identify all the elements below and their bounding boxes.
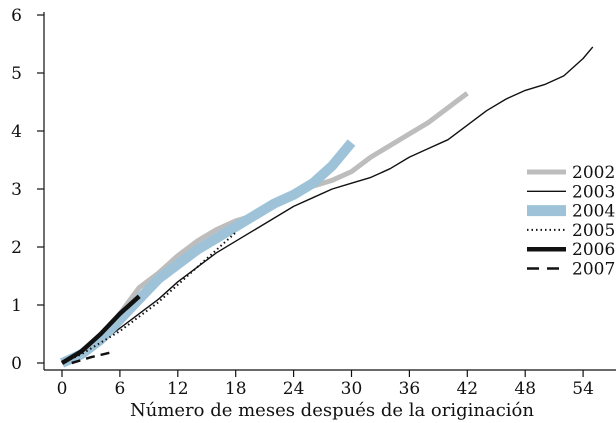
x-tick-label: 0 — [57, 379, 68, 399]
y-tick-label: 2 — [11, 238, 22, 258]
y-tick-label: 0 — [11, 354, 22, 374]
legend-label-2004: 2004 — [572, 202, 615, 222]
x-axis-title: Número de meses después de la originació… — [130, 400, 534, 421]
legend-label-2007: 2007 — [572, 260, 615, 280]
legend-label-2006: 2006 — [572, 240, 615, 260]
y-tick-label: 3 — [11, 180, 22, 200]
x-tick-label: 48 — [514, 379, 536, 399]
series-line-2007 — [71, 351, 111, 365]
x-tick-label: 42 — [456, 379, 478, 399]
axes — [43, 12, 616, 371]
x-tick-label: 18 — [225, 379, 247, 399]
x-tick-label: 36 — [399, 379, 421, 399]
y-tick-label: 5 — [11, 64, 22, 84]
series-line-2003 — [61, 46, 594, 364]
series-line-2004 — [59, 139, 356, 368]
series-line-2006 — [60, 294, 141, 365]
y-tick-label: 4 — [11, 122, 22, 142]
x-tick-label: 12 — [167, 379, 189, 399]
y-tick-label: 1 — [11, 296, 22, 316]
legend-label-2003: 2003 — [572, 182, 615, 202]
x-tick-label: 30 — [341, 379, 363, 399]
series-line-2005 — [61, 231, 237, 364]
legend-label-2002: 2002 — [572, 163, 615, 183]
legend-label-2005: 2005 — [572, 221, 615, 241]
x-tick-label: 24 — [283, 379, 305, 399]
x-tick-label: 6 — [114, 379, 125, 399]
series-layer — [59, 46, 594, 368]
x-tick-label: 54 — [572, 379, 594, 399]
y-tick-label: 6 — [11, 6, 22, 26]
